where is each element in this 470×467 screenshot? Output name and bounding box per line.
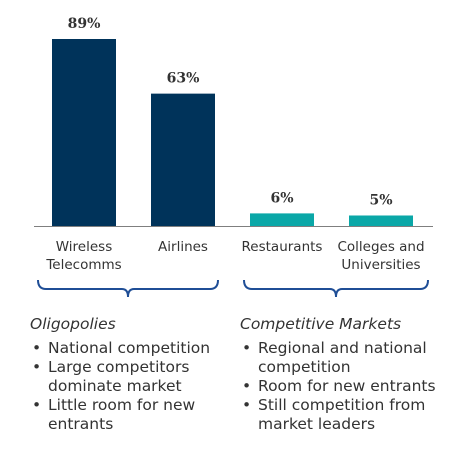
group-title-oligopolies: Oligopolies — [30, 315, 116, 333]
bar-2 — [250, 213, 314, 226]
group-bracket-1 — [243, 279, 429, 298]
category-label-0: Telecomms — [45, 257, 121, 273]
category-label-0: Wireless — [56, 239, 113, 255]
oligopolies-group: Oligopolies National competition Large c… — [30, 315, 230, 434]
bar-0 — [52, 39, 116, 226]
oligopolies-bullets: National competition Large competitors d… — [30, 339, 230, 434]
bullet-item: Room for new entrants — [240, 377, 455, 396]
competitive-markets-bullets: Regional and national competition Room f… — [240, 339, 455, 434]
category-label-2: Restaurants — [242, 239, 323, 255]
category-label-1: Airlines — [158, 239, 208, 255]
bullet-item: National competition — [30, 339, 230, 358]
bullet-item: Regional and national competition — [240, 339, 455, 377]
bar-3 — [349, 215, 413, 226]
data-label-2: 6% — [270, 190, 293, 206]
data-label-1: 63% — [167, 71, 200, 87]
data-label-3: 5% — [369, 192, 392, 208]
bullet-item: Little room for new entrants — [30, 396, 230, 434]
group-title-competitive-markets: Competitive Markets — [240, 315, 402, 333]
bullet-item: Still competition from market leaders — [240, 396, 455, 434]
bullet-item: Large competitors dominate market — [30, 358, 230, 396]
bar-1 — [151, 93, 215, 226]
category-label-3: Colleges and — [337, 239, 424, 255]
group-bracket-0 — [37, 279, 219, 298]
competitive-markets-group: Competitive Markets Regional and nationa… — [240, 315, 455, 434]
data-label-0: 89% — [68, 16, 101, 32]
category-label-3: Universities — [341, 257, 420, 273]
bar-chart: 89% Wireless Telecomms 63% Airlines 6% Restaur… — [34, 16, 433, 298]
